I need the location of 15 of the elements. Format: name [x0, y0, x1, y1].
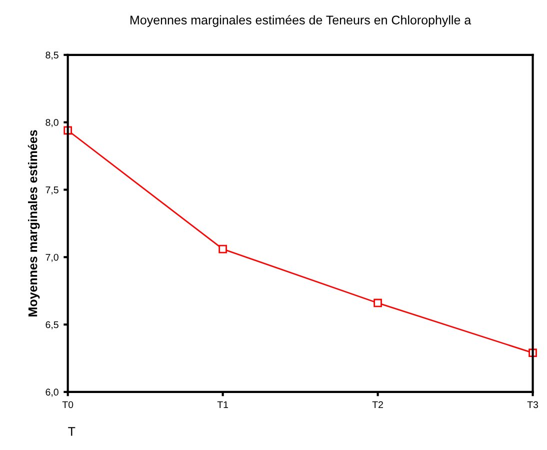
y-axis-title: Moyennes marginales estimées [28, 130, 40, 316]
point [218, 244, 227, 254]
y-tick-label: 7,5 [46, 186, 58, 194]
point [374, 298, 382, 308]
x-tick-label: T3 [527, 401, 538, 408]
y-tick-label: 6,5 [46, 321, 58, 330]
y-tick-label: 7,0 [46, 254, 58, 262]
chart-title: Moyennes marginales estimées de Teneurs en Chlorophylle a [130, 15, 472, 27]
x-tick-label: T0 [62, 401, 74, 408]
x-tick-label: T1 [217, 401, 228, 408]
x-tick-label: T2 [372, 401, 383, 408]
x-axis-title: T [68, 427, 76, 436]
y-tick-label: 8,5 [46, 52, 58, 60]
y-tick-label: 6,0 [46, 388, 58, 397]
y-tick-label: 8,0 [46, 119, 58, 128]
